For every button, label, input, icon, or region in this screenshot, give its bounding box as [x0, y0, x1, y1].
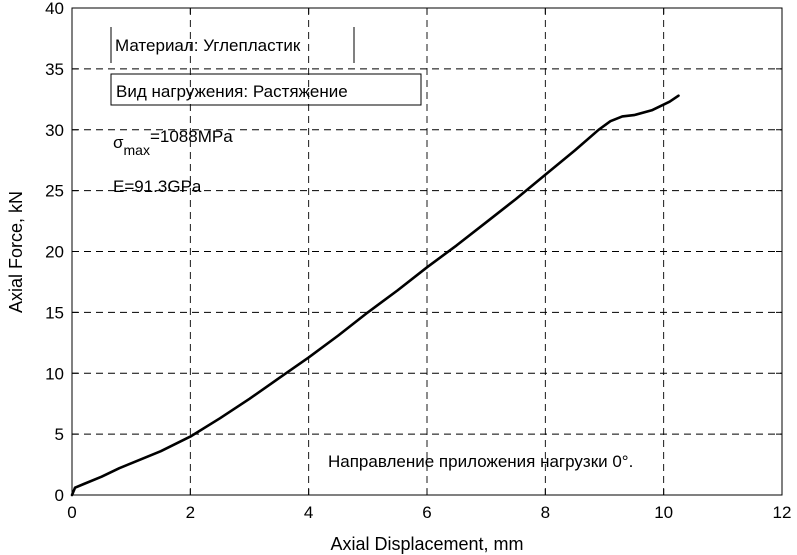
y-tick-label: 20	[45, 243, 64, 262]
axis-ticks: 0 2 4 6 8 10 12 0 5 10 15 20 25 30 35 40	[45, 0, 791, 522]
sigma-value: =1088MPa	[150, 127, 233, 146]
x-tick-label: 10	[654, 503, 673, 522]
x-tick-label: 6	[422, 503, 431, 522]
plot-frame	[71, 7, 783, 496]
sigma-max-label: σmax=1088MPa	[113, 127, 233, 158]
y-tick-label: 35	[45, 60, 64, 79]
y-tick-label: 0	[55, 486, 64, 505]
x-tick-label: 8	[541, 503, 550, 522]
force-displacement-curve	[70, 94, 680, 497]
x-tick-label: 4	[304, 503, 313, 522]
y-tick-label: 25	[45, 182, 64, 201]
direction-label: Направление приложения нагрузки 0°.	[328, 452, 633, 471]
y-tick-label: 30	[45, 121, 64, 140]
grid-lines	[72, 8, 782, 495]
y-axis-label: Axial Force, kN	[6, 191, 26, 313]
sigma-subscript: max	[124, 142, 150, 158]
y-tick-label: 40	[45, 0, 64, 18]
sigma-symbol: σ	[113, 133, 124, 152]
modulus-label: E=91.3GPa	[113, 177, 202, 196]
load-type-label: Вид нагружения: Растяжение	[116, 82, 348, 101]
load-type-box	[110, 73, 422, 106]
y-tick-label: 5	[55, 425, 64, 444]
x-tick-label: 2	[186, 503, 195, 522]
material-label: Материал: Углепластик	[115, 36, 301, 55]
x-axis-label: Axial Displacement, mm	[330, 534, 523, 554]
x-tick-label: 12	[773, 503, 792, 522]
x-tick-label: 0	[67, 503, 76, 522]
y-tick-label: 15	[45, 303, 64, 322]
y-tick-label: 10	[45, 364, 64, 383]
